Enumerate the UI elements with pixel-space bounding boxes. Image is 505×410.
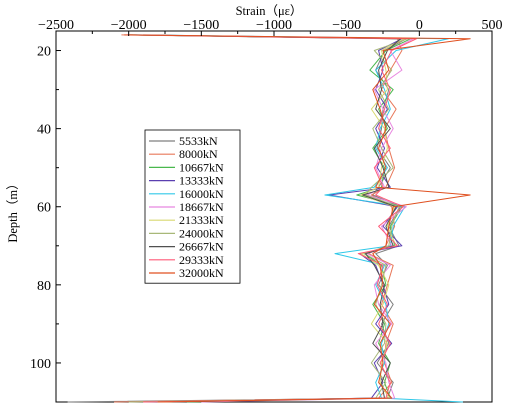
y-tick-label: 100	[30, 357, 51, 372]
legend-label: 8000kN	[179, 147, 218, 161]
legend-label: 18667kN	[179, 200, 224, 214]
plot-border	[55, 30, 493, 403]
x-tick-label: −2500	[38, 18, 74, 33]
x-axis-ticks: −2500 −2000 −1500 −1000 −500 0 500	[38, 18, 503, 36]
legend-label: 24000kN	[179, 226, 224, 240]
legend-label: 16000kN	[179, 187, 224, 201]
y-tick-label: 20	[37, 45, 51, 60]
x-tick-label: 0	[416, 18, 423, 33]
legend-label: 21333kN	[179, 213, 224, 227]
x-tick-label: −1500	[183, 18, 219, 33]
plot-frame	[55, 30, 493, 403]
y-axis-ticks: 20 40 60 80 100	[30, 45, 61, 372]
legend-label: 13333kN	[179, 174, 224, 188]
series-line-32000kN	[124, 34, 471, 403]
y-axis-title: Depth（m）	[6, 177, 20, 242]
series-layer	[67, 34, 471, 403]
x-tick-label: −1000	[256, 18, 292, 33]
series-line-18667kN	[125, 34, 414, 403]
y-tick-label: 40	[37, 123, 51, 138]
legend-label: 26667kN	[179, 240, 224, 254]
legend-label: 32000kN	[179, 266, 224, 280]
legend-label: 5533kN	[179, 134, 218, 148]
y-tick-label: 80	[37, 279, 51, 294]
x-axis-title: Strain（με）	[236, 4, 303, 18]
x-tick-label: −500	[332, 18, 361, 33]
y-tick-label: 60	[37, 201, 51, 216]
x-tick-label: −2000	[111, 18, 147, 33]
legend: 5533kN8000kN10667kN13333kN16000kN18667kN…	[144, 129, 241, 284]
legend-label: 29333kN	[179, 253, 224, 267]
legend-label: 10667kN	[179, 160, 224, 174]
x-tick-label: 500	[482, 18, 503, 33]
